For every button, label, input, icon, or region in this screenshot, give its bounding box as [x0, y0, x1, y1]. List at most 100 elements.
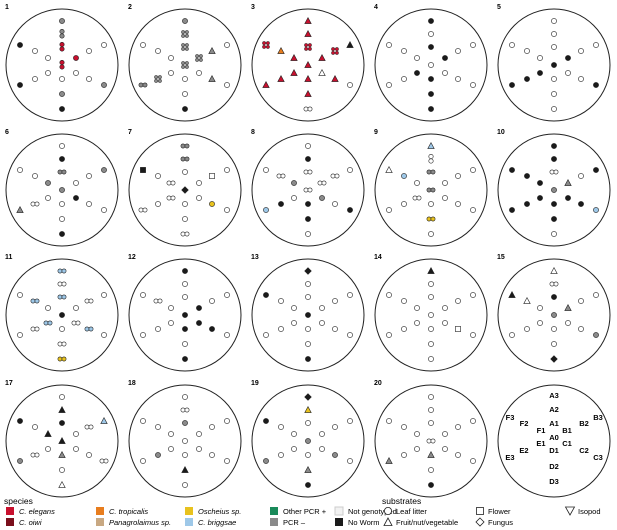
sample-D2 [551, 91, 557, 97]
sample-A0 [426, 438, 436, 444]
substrates-title: substrates [382, 496, 421, 506]
sample-E2 [277, 74, 285, 82]
plot-number: 5 [497, 4, 501, 11]
sample-C1 [73, 195, 79, 201]
plot-17: 17 [5, 380, 119, 498]
plot-9: 9 [374, 129, 488, 247]
sample-B1 [317, 180, 327, 186]
sample-D2 [59, 91, 65, 97]
sample-F1 [44, 429, 52, 437]
sample-E3 [509, 332, 515, 338]
sample-E2 [155, 452, 161, 458]
sample-F2 [277, 46, 285, 54]
sample-B1 [73, 305, 79, 311]
plot-boundary [374, 258, 488, 372]
plot-1: 1 [5, 4, 119, 122]
key-label-C2: C2 [579, 446, 589, 455]
plot-boundary [251, 8, 365, 122]
plot-number: 7 [128, 129, 132, 136]
sample-F1 [168, 305, 174, 311]
sample-C2 [455, 201, 461, 207]
sample-F3 [509, 167, 515, 173]
sample-A2 [305, 156, 311, 162]
sample-E3 [386, 332, 392, 338]
sample-D2 [59, 216, 65, 222]
sample-A3 [304, 267, 312, 275]
sample-C3 [347, 332, 353, 338]
sample-B2 [455, 48, 461, 54]
sample-F2 [155, 48, 161, 54]
key-label-B1: B1 [562, 426, 572, 435]
sample-A2 [180, 156, 190, 162]
species-label: Other PCR + [283, 507, 327, 516]
sample-E3 [263, 207, 269, 213]
plot-boundary [497, 8, 611, 122]
sample-B3 [593, 292, 599, 298]
sample-A2 [57, 281, 67, 287]
sample-B3 [101, 292, 107, 298]
plot-number: 4 [374, 4, 378, 11]
sample-E3 [262, 80, 270, 88]
sample-C3 [593, 332, 599, 338]
species-label: Panagrolaimus sp. [109, 518, 171, 527]
sample-E1 [537, 70, 543, 76]
key-label-F2: F2 [520, 419, 529, 428]
plot-15: 15 [497, 254, 611, 372]
sample-A1 [59, 420, 65, 426]
sample-F1 [291, 431, 297, 437]
sample-E2 [278, 326, 284, 332]
sample-A1 [428, 44, 434, 50]
sample-C1 [318, 68, 326, 76]
sample-F1 [414, 180, 420, 186]
key-label-B3: B3 [593, 413, 603, 422]
species-entry: C. tropicalis [96, 507, 148, 516]
sample-C1 [196, 195, 202, 201]
sample-C2 [209, 326, 215, 332]
key-label-D3: D3 [549, 477, 559, 486]
sample-E2 [401, 326, 407, 332]
sample-F1 [45, 55, 51, 61]
sample-B1 [196, 180, 202, 186]
sample-F2 [32, 173, 38, 179]
sample-D3 [182, 482, 188, 488]
species-label: PCR – [283, 518, 306, 527]
sample-C2 [455, 326, 461, 332]
species-entry: Other PCR + [270, 507, 327, 516]
sample-E1 [291, 195, 297, 201]
sample-F2 [155, 173, 161, 179]
sample-C1 [565, 320, 571, 326]
sample-B2 [578, 298, 584, 304]
sample-C2 [455, 452, 461, 458]
species-label: Not genotyped [348, 507, 397, 516]
sample-C3 [101, 207, 107, 213]
plot-18: 18 [128, 380, 242, 498]
sample-A0 [182, 312, 188, 318]
sample-B2 [208, 46, 216, 54]
sample-C1 [442, 195, 448, 201]
plot-number: 14 [374, 254, 382, 261]
key-label-A1: A1 [549, 419, 559, 428]
sample-F1 [45, 305, 51, 311]
sample-D1 [428, 76, 434, 82]
sample-A0 [426, 187, 436, 193]
sample-A1 [57, 294, 67, 300]
key-boundary [497, 384, 611, 498]
sample-B1 [319, 305, 325, 311]
sample-C2 [86, 452, 92, 458]
sample-B2 [578, 173, 584, 179]
key-label-E1: E1 [536, 439, 545, 448]
sample-A3 [59, 143, 65, 149]
sample-A1 [305, 294, 311, 300]
sample-F1 [290, 53, 298, 61]
sample-A3 [182, 268, 188, 274]
sample-C2 [578, 201, 584, 207]
sample-D1 [59, 201, 65, 207]
sample-C3 [347, 207, 353, 213]
plot-number: 18 [128, 380, 136, 387]
sample-C3 [470, 458, 476, 464]
sample-E3 [509, 82, 515, 88]
sample-E1 [291, 320, 297, 326]
plot-boundary [5, 133, 119, 247]
sample-B1 [318, 53, 326, 61]
